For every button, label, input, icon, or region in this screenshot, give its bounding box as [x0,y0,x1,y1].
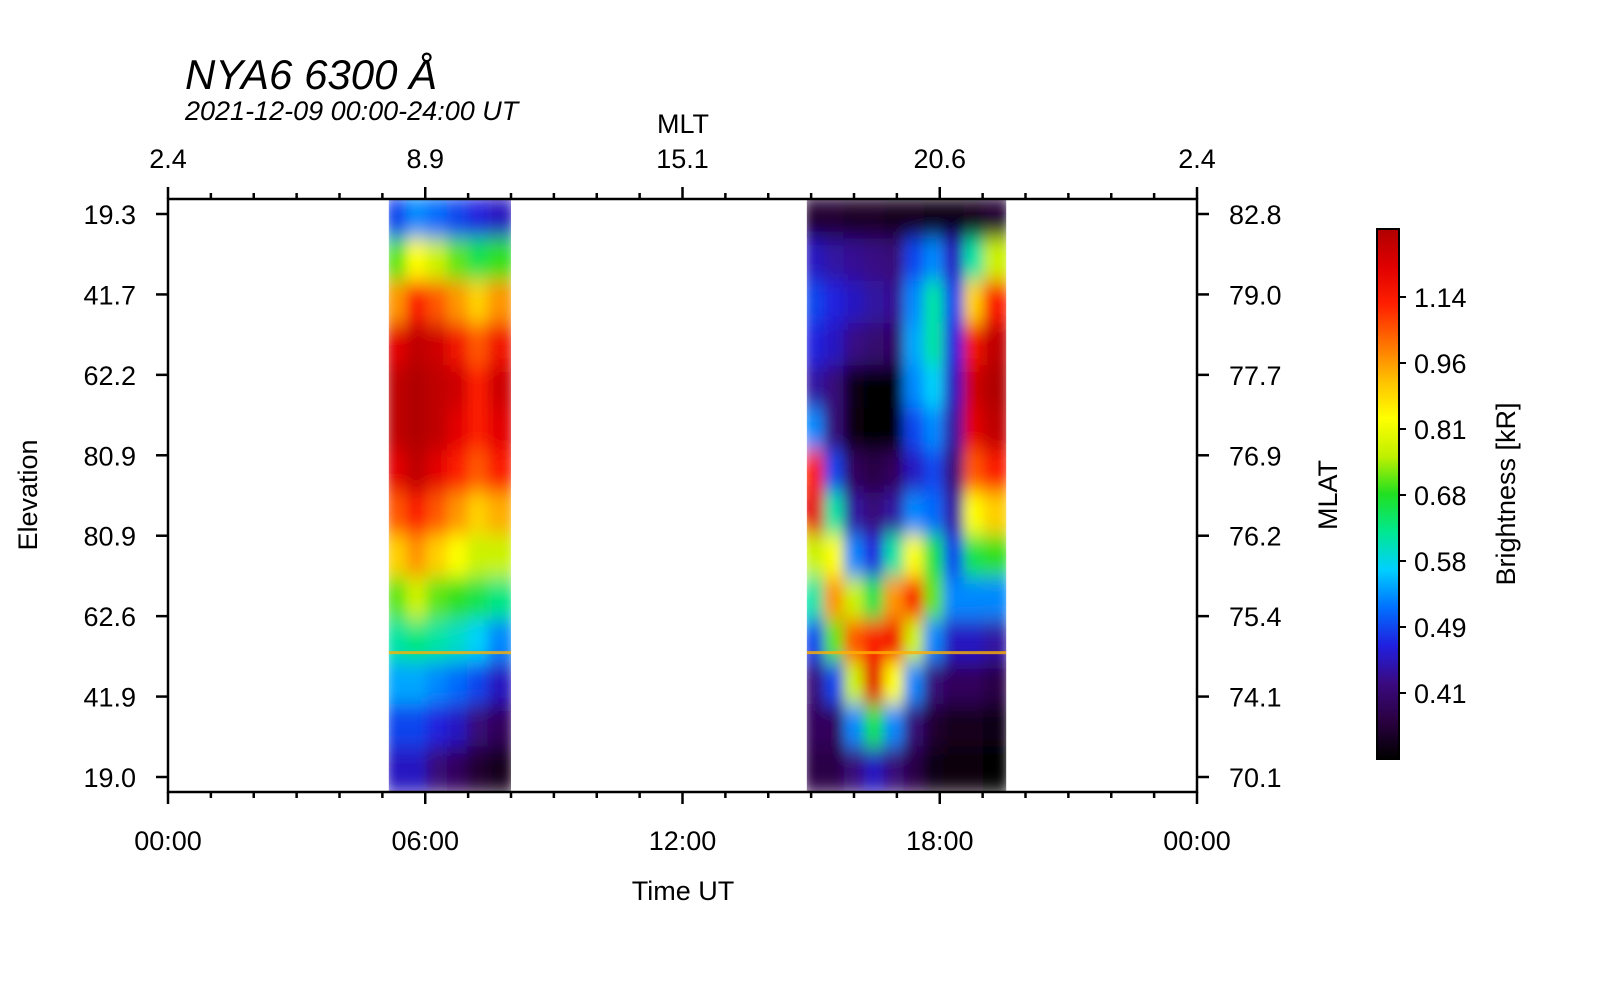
heatmap-cell [983,323,1007,372]
heatmap-cell [983,238,1007,287]
heatmap-cell [983,534,1007,584]
plot-frame [166,197,1199,794]
left-tick-label: 62.2 [83,361,136,391]
top-axis-label: MLT [657,109,709,139]
left-axis: 19.3 41.7 62.2 80.9 80.9 62.6 41.9 19.0 [83,200,168,793]
heatmap-cell [487,492,511,541]
heatmap-cell [487,238,511,287]
x-tick-label: 06:00 [391,826,459,856]
heatmap-cell [983,492,1007,541]
heatmap-block-morning [388,199,511,792]
colorbar-tick-label: 0.49 [1414,613,1467,643]
colorbar-tick-label: 1.14 [1414,283,1467,313]
y-axis-label: Elevation [13,439,43,550]
heatmap-cell [487,661,511,711]
top-tick-label: 15.1 [656,144,709,174]
right-tick-label: 75.4 [1229,602,1282,632]
colorbar-tick-label: 0.58 [1414,547,1467,577]
colorbar [1376,228,1400,760]
heatmap-cell [983,619,1007,668]
right-tick-label: 82.8 [1229,200,1282,230]
colorbar-tick-label: 0.96 [1414,349,1467,379]
x-tick-label: 12:00 [649,826,717,856]
left-tick-label: 41.7 [83,280,136,310]
heatmap-cell [983,365,1007,414]
right-tick-label: 74.1 [1229,683,1282,713]
right-axis: 82.8 79.0 77.7 76.9 76.2 75.4 74.1 70.1 [1197,200,1282,793]
colorbar-label: Brightness [kR] [1491,402,1521,585]
right-tick-label: 77.7 [1229,361,1282,391]
top-tick-label: 2.4 [149,144,187,174]
top-axis: 2.4 8.9 15.1 20.6 2.4 [149,144,1216,199]
heatmap-cell [983,577,1007,626]
x-tick-label: 18:00 [906,826,974,856]
right-tick-label: 79.0 [1229,280,1282,310]
heatmap-cell [983,199,1007,245]
colorbar-tick-label: 0.81 [1414,415,1467,445]
heatmap-cell [487,704,511,753]
bottom-axis: 00:00 06:00 12:00 18:00 00:00 [134,792,1231,856]
right-tick-label: 76.9 [1229,441,1282,471]
heatmap-cell [983,704,1007,753]
left-tick-label: 41.9 [83,683,136,713]
heatmap-cell [487,450,511,499]
x-tick-label: 00:00 [134,826,202,856]
top-tick-label: 8.9 [406,144,444,174]
x-axis-label: Time UT [632,876,735,906]
heatmap-cell [983,280,1007,330]
heatmap-cell [983,661,1007,711]
heatmap-cell [983,746,1007,792]
right-tick-label: 76.2 [1229,522,1282,552]
chart-subtitle: 2021-12-09 00:00-24:00 UT [184,96,521,126]
heatmap-block-evening [806,199,1007,792]
heatmap-cell [487,323,511,372]
colorbar-ticks: 1.14 0.96 0.81 0.68 0.58 0.49 0.41 [1399,283,1467,709]
top-tick-label: 2.4 [1178,144,1216,174]
left-tick-label: 19.0 [83,763,136,793]
colorbar-tick-label: 0.68 [1414,481,1467,511]
left-tick-label: 80.9 [83,522,136,552]
heatmap-cell [487,619,511,668]
heatmap-cell [487,407,511,457]
left-tick-label: 80.9 [83,441,136,471]
right-axis-label: MLAT [1313,460,1343,530]
heatmap-cell [983,407,1007,457]
colorbar-tick-label: 0.41 [1414,679,1467,709]
chart-title: NYA6 6300 Å [185,51,437,98]
x-tick-label: 00:00 [1163,826,1231,856]
top-tick-label: 20.6 [913,144,966,174]
heatmap-cell [487,577,511,626]
right-tick-label: 70.1 [1229,763,1282,793]
heatmap-cell [487,280,511,330]
left-tick-label: 62.6 [83,602,136,632]
heatmap-cell [487,746,511,792]
heatmap-layer [388,199,1007,792]
left-tick-label: 19.3 [83,200,136,230]
heatmap-cell [487,534,511,584]
heatmap-cell [487,365,511,414]
heatmap-cell [487,199,511,245]
heatmap-cell [983,450,1007,499]
